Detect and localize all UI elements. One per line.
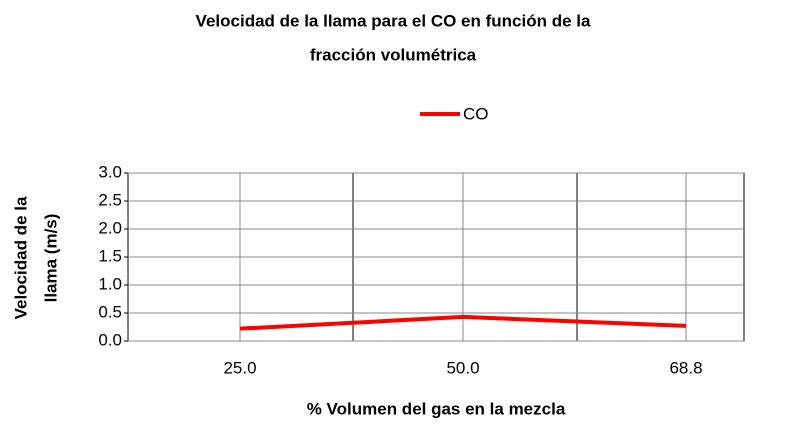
y-tick-label: 0.5 (98, 302, 122, 321)
y-tick-label: 1.5 (98, 246, 122, 265)
y-axis-label-group: Velocidad de la llama (m/s) (11, 196, 60, 319)
y-tick-label: 3.0 (98, 162, 122, 181)
chart-title: Velocidad de la llama para el CO en func… (196, 11, 591, 30)
y-axis-label: llama (m/s) (41, 214, 60, 303)
chart-title: fracción volumétrica (310, 45, 477, 64)
legend-label: CO (463, 104, 489, 123)
x-tick-label: 68.8 (669, 358, 702, 377)
line-series (239, 314, 687, 331)
x-tick-label: 25.0 (223, 358, 256, 377)
x-axis-label: % Volumen del gas en la mezcla (307, 399, 566, 418)
y-tick-label: 2.0 (98, 218, 122, 237)
x-tick-label: 50.0 (446, 358, 479, 377)
y-tick-label: 2.5 (98, 190, 122, 209)
y-tick-label: 1.0 (98, 274, 122, 293)
y-axis-label: Velocidad de la (11, 196, 30, 319)
y-tick-label: 0.0 (98, 330, 122, 349)
